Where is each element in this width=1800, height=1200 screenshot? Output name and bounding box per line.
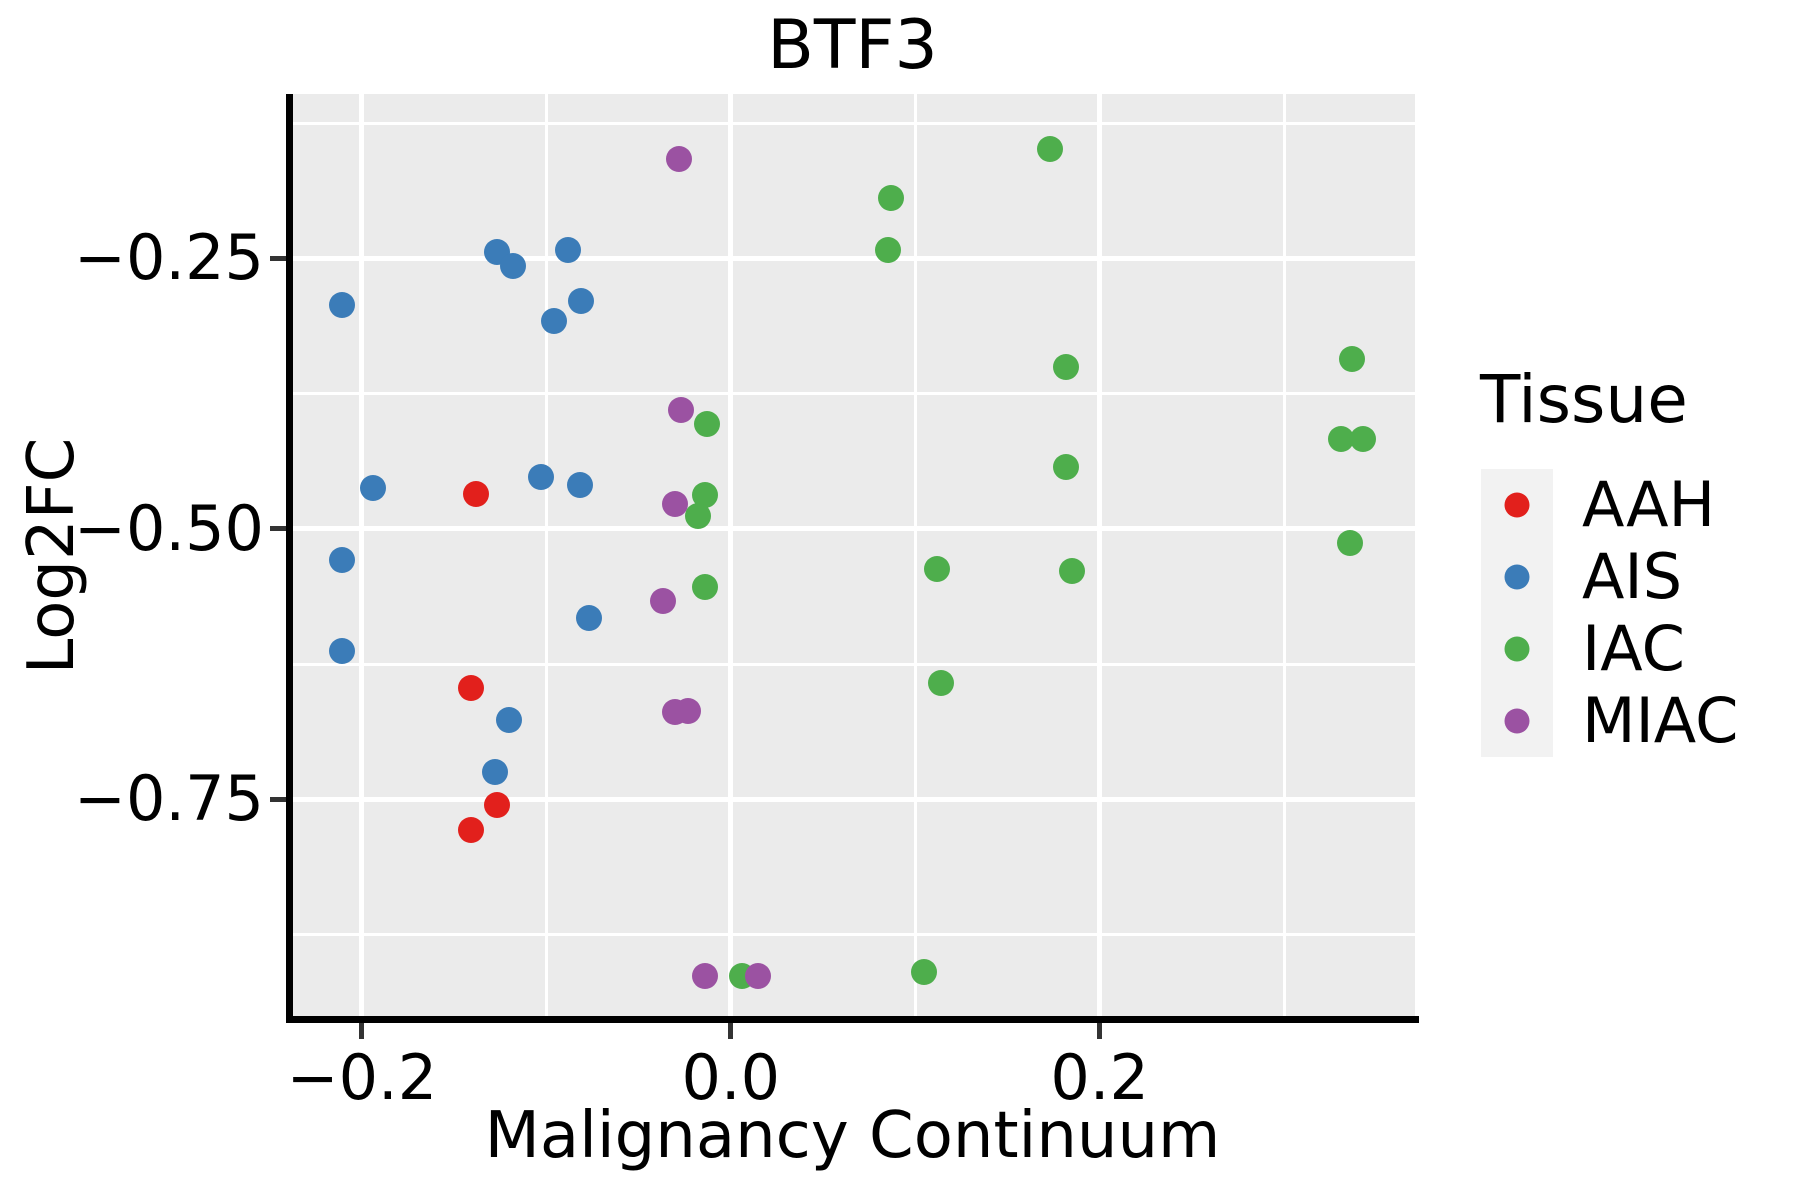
data-point-iac	[1337, 529, 1364, 556]
x-tick-label: 0.2	[1050, 1041, 1149, 1114]
y-tick-mark	[270, 796, 286, 802]
data-point-iac	[1339, 346, 1366, 373]
data-point-miac	[675, 697, 702, 724]
data-point-miac	[691, 962, 718, 989]
chart-title: BTF3	[767, 6, 938, 85]
x-tick-label: 0.0	[681, 1041, 781, 1114]
y-axis-line	[286, 94, 293, 1023]
y-major-gridline	[290, 526, 1415, 532]
data-point-ais	[359, 474, 386, 501]
y-major-gridline	[290, 796, 1415, 802]
data-point-miac	[666, 145, 693, 172]
data-point-miac	[745, 962, 772, 989]
data-point-iac	[878, 184, 905, 211]
x-minor-gridline	[913, 94, 917, 1019]
data-point-aah	[463, 481, 490, 508]
data-point-iac	[1036, 136, 1063, 163]
y-minor-gridline	[290, 392, 1415, 396]
legend-label-aah: AAH	[1582, 468, 1716, 541]
data-point-iac	[1350, 426, 1377, 453]
x-axis-title: Malignancy Continuum	[484, 1099, 1221, 1173]
x-tick-mark	[1097, 1023, 1103, 1039]
y-tick-label: −0.75	[74, 762, 264, 836]
data-point-miac	[662, 491, 689, 518]
legend-label-miac: MIAC	[1582, 684, 1739, 757]
legend-title: Tissue	[1480, 361, 1688, 438]
data-point-ais	[481, 759, 508, 786]
data-point-iac	[684, 502, 711, 529]
y-tick-label: −0.50	[74, 491, 264, 565]
data-point-ais	[328, 638, 355, 665]
data-point-ais	[328, 547, 355, 574]
data-point-iac	[928, 669, 955, 696]
legend-dot-aah	[1504, 492, 1530, 518]
data-point-aah	[457, 816, 484, 843]
y-tick-label: −0.25	[74, 221, 264, 295]
data-point-iac	[924, 555, 951, 582]
x-minor-gridline	[544, 94, 548, 1019]
data-point-iac	[1058, 558, 1085, 585]
legend-label-ais: AIS	[1582, 540, 1683, 613]
legend-dot-iac	[1504, 636, 1530, 662]
legend-dot-miac	[1504, 708, 1530, 734]
data-point-ais	[540, 308, 567, 335]
data-point-miac	[667, 396, 694, 423]
legend-label-iac: IAC	[1582, 612, 1685, 685]
data-point-aah	[457, 674, 484, 701]
x-tick-label: −0.2	[286, 1041, 438, 1114]
data-point-ais	[527, 463, 554, 490]
x-minor-gridline	[1282, 94, 1286, 1019]
data-point-iac	[911, 959, 938, 986]
data-point-ais	[328, 291, 355, 318]
y-major-gridline	[290, 255, 1415, 261]
data-point-ais	[568, 287, 595, 314]
data-point-aah	[483, 791, 510, 818]
data-point-iac	[1328, 426, 1355, 453]
y-tick-mark	[270, 526, 286, 532]
x-major-gridline	[359, 94, 365, 1019]
x-major-gridline	[1097, 94, 1103, 1019]
data-point-ais	[575, 604, 602, 631]
data-point-iac	[874, 236, 901, 263]
y-minor-gridline	[290, 662, 1415, 666]
y-minor-gridline	[290, 933, 1415, 937]
x-tick-mark	[728, 1023, 734, 1039]
data-point-iac	[1053, 454, 1080, 481]
data-point-iac	[691, 574, 718, 601]
legend-dot-ais	[1504, 564, 1530, 590]
data-point-ais	[566, 471, 593, 498]
x-axis-line	[286, 1016, 1419, 1023]
data-point-iac	[693, 410, 720, 437]
data-point-ais	[500, 253, 527, 280]
x-major-gridline	[728, 94, 734, 1019]
x-tick-mark	[359, 1023, 365, 1039]
y-minor-gridline	[290, 121, 1415, 125]
plot-panel	[290, 94, 1415, 1019]
y-tick-mark	[270, 255, 286, 261]
data-point-iac	[1053, 353, 1080, 380]
data-point-ais	[555, 236, 582, 263]
data-point-ais	[496, 707, 523, 734]
data-point-miac	[649, 588, 676, 615]
